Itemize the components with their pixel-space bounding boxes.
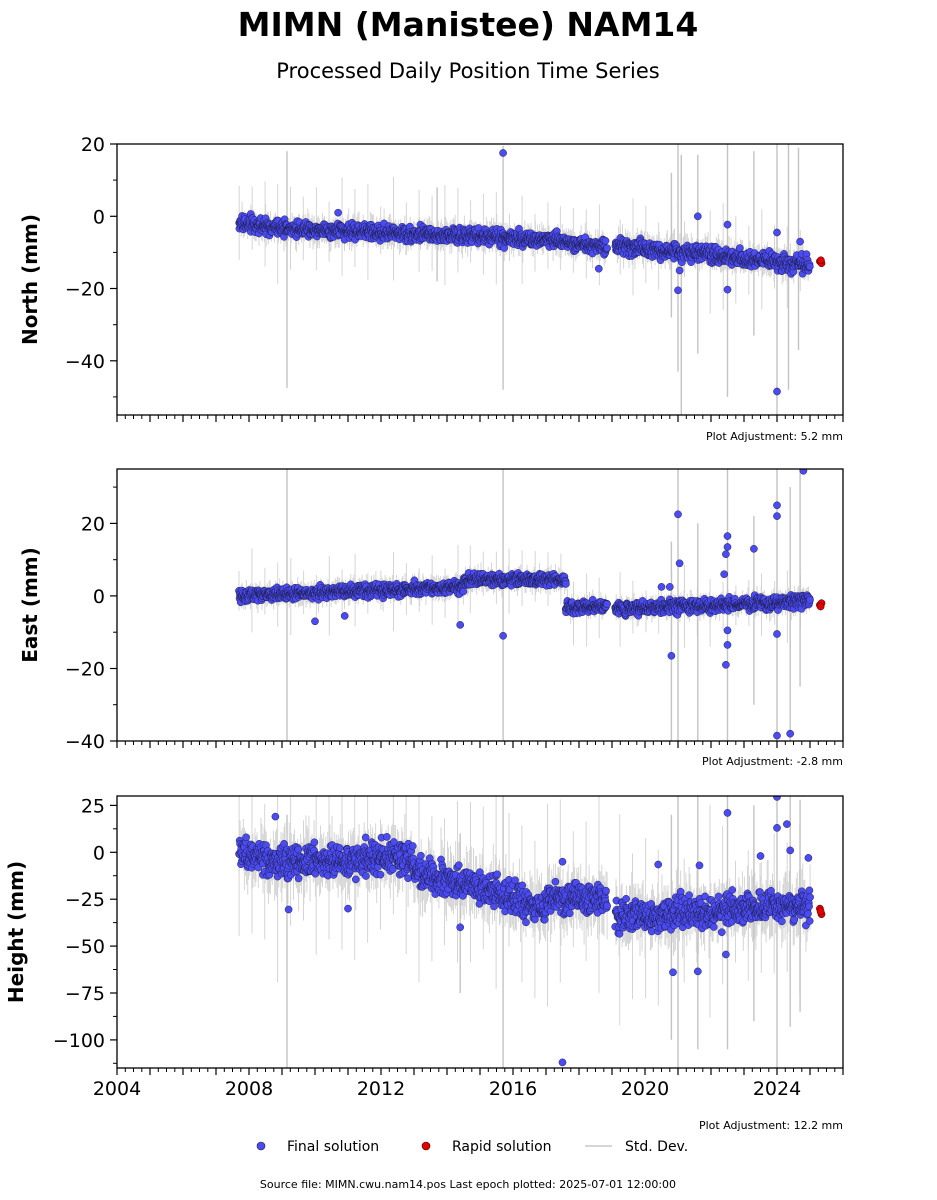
final-point-outlier xyxy=(723,220,732,229)
rapid-point xyxy=(816,602,825,611)
y-axis-label-east: East (mm) xyxy=(18,547,42,663)
final-point-outlier xyxy=(773,501,781,510)
final-points-east xyxy=(235,469,814,740)
final-point-outlier xyxy=(499,631,507,640)
final-point-outlier xyxy=(665,583,674,591)
final-point-outlier xyxy=(722,660,730,669)
y-tick-label: −20 xyxy=(65,659,105,681)
final-point-outlier xyxy=(340,612,349,620)
panel-east: 20 0 −20 −40 East (mm) Plot Adjustment: -2.8 … xyxy=(18,468,844,768)
final-point-outlier xyxy=(675,559,684,568)
final-point-outlier xyxy=(674,510,682,519)
final-point-outlier xyxy=(594,264,603,273)
final-point-outlier xyxy=(786,729,795,738)
y-tick-label: −20 xyxy=(65,279,105,301)
y-tick-label: 20 xyxy=(81,513,105,535)
x-ticks-east xyxy=(116,741,844,748)
final-point-outlier xyxy=(773,731,781,740)
final-point-outlier xyxy=(796,237,804,246)
y-axis-label-north: North (mm) xyxy=(18,214,42,345)
x-ticks-north xyxy=(116,415,844,422)
final-point xyxy=(805,262,814,271)
plot-area-north xyxy=(235,144,826,415)
final-point-outlier xyxy=(667,651,676,660)
final-point-outlier xyxy=(720,570,729,579)
y-tick-label: 20 xyxy=(81,134,105,156)
final-point-outlier xyxy=(723,626,732,635)
final-point-outlier xyxy=(723,543,732,551)
final-point-outlier xyxy=(723,285,732,294)
y-ticks-east xyxy=(110,486,117,742)
final-point xyxy=(562,580,570,588)
final-point-outlier xyxy=(799,469,808,475)
y-tick-label: 0 xyxy=(93,586,105,608)
plot-adjustment-east: Plot Adjustment: -2.8 mm xyxy=(702,755,843,768)
y-tick-label: 0 xyxy=(93,206,105,228)
final-point xyxy=(806,596,814,604)
stddev-bars-north xyxy=(238,144,810,415)
final-point-outlier xyxy=(773,512,781,520)
y-tick-label: −40 xyxy=(65,351,105,373)
final-point-outlier xyxy=(674,286,682,295)
final-point-outlier xyxy=(773,630,781,638)
final-point xyxy=(601,236,610,245)
figure-subtitle: Processed Daily Position Time Series xyxy=(276,59,660,83)
final-point-outlier xyxy=(773,387,781,396)
final-point-outlier xyxy=(499,149,507,157)
final-points-north xyxy=(235,149,814,396)
plot-area-height xyxy=(235,796,826,1068)
final-point-outlier xyxy=(456,621,465,629)
final-point-outlier xyxy=(675,266,684,275)
final-point-outlier xyxy=(311,617,319,626)
figure-title: MIMN (Manistee) NAM14 xyxy=(238,5,699,44)
final-point-outlier xyxy=(750,544,758,553)
rapid-points-east xyxy=(816,599,826,611)
final-point xyxy=(603,244,611,253)
panel-height: 2004 2008 2012 2016 2020 2024250−25−50−75−100… xyxy=(4,795,844,1132)
final-point xyxy=(459,587,468,596)
final-point-outlier xyxy=(723,641,732,649)
final-point-outlier xyxy=(693,212,702,221)
rapid-point xyxy=(817,256,825,265)
final-point-outlier xyxy=(657,583,666,591)
final-point-outlier xyxy=(334,208,342,217)
plot-adjustment-north: Plot Adjustment: 5.2 mm xyxy=(706,430,843,443)
rapid-points-north xyxy=(816,256,826,268)
y-tick-label: −40 xyxy=(65,731,105,753)
final-point xyxy=(735,244,744,252)
panel-north: 20 0 −20 −40 North (mm) Plot Adjustment: 5.2 … xyxy=(18,134,844,443)
panels: 20 0 −20 −40 North (mm) Plot Adjustment: 5.2 … xyxy=(4,134,844,1132)
y-ticks-north xyxy=(110,143,117,398)
final-point-outlier xyxy=(773,228,781,237)
final-point-outlier xyxy=(723,532,732,540)
final-point xyxy=(603,600,611,608)
axes-frame-north xyxy=(116,143,844,416)
plot-area-east xyxy=(235,469,826,741)
final-point-outlier xyxy=(722,550,730,559)
